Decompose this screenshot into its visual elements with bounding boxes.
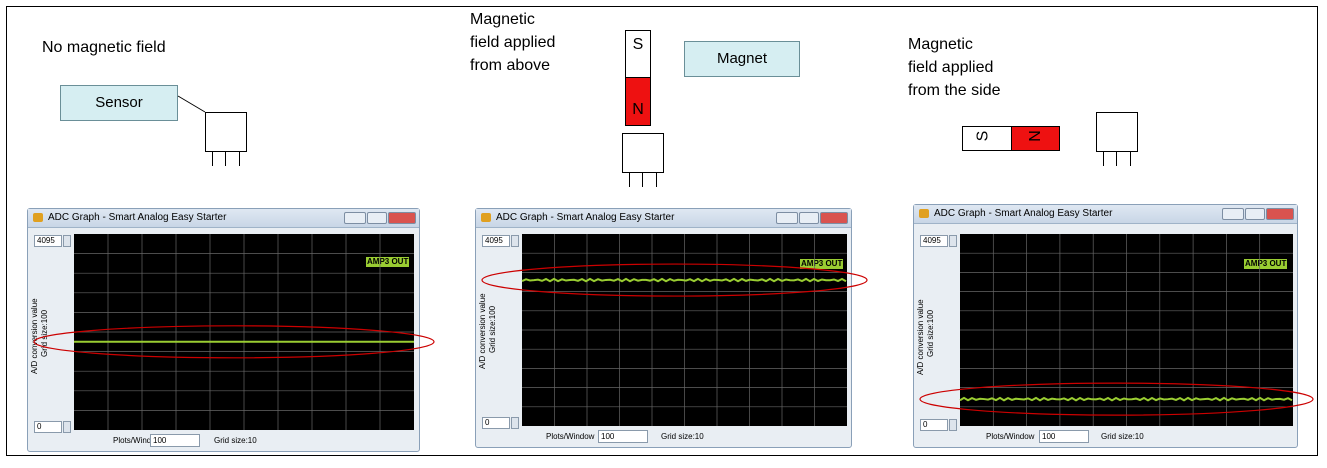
sensor-callout: Sensor [60, 85, 178, 121]
magnet-callout: Magnet [684, 41, 800, 77]
label-no-field: No magnetic field [42, 39, 166, 56]
window-title: ADC Graph - Smart Analog Easy Starter [48, 212, 227, 223]
ymax-spinner[interactable] [511, 235, 519, 247]
label-above: Magnetic field applied from above [470, 11, 556, 74]
ymax-spinner[interactable] [949, 235, 957, 247]
highlight-ellipse-1 [33, 325, 435, 359]
side-magnet-north: N [1012, 126, 1060, 151]
sensor-chip-2 [622, 133, 664, 173]
ymax-spinner[interactable] [63, 235, 71, 247]
maximize-button[interactable] [1245, 208, 1265, 220]
plot-grid-3 [960, 234, 1293, 426]
ymin-input[interactable]: 0 [34, 421, 62, 433]
ymin-spinner[interactable] [949, 419, 957, 431]
close-button[interactable] [1266, 208, 1294, 220]
window-title: ADC Graph - Smart Analog Easy Starter [496, 212, 675, 223]
plots-select[interactable]: 100 [1039, 430, 1089, 443]
ymax-input[interactable]: 4095 [34, 235, 62, 247]
figure-frame [6, 6, 1318, 456]
adc-trace-3 [959, 396, 1293, 402]
magnet-north-pole: N [625, 78, 651, 126]
sensor-chip-1 [205, 112, 247, 152]
minimize-button[interactable] [344, 212, 366, 224]
ymin-input[interactable]: 0 [920, 419, 948, 431]
ymin-spinner[interactable] [63, 421, 71, 433]
ymin-input[interactable]: 0 [482, 417, 510, 429]
highlight-ellipse-3 [919, 382, 1314, 416]
plot-grid-2 [522, 234, 847, 426]
series-label: AMP3 OUT [1244, 259, 1288, 269]
sensor-chip-3 [1096, 112, 1138, 152]
plot-grid-1 [74, 234, 414, 430]
ymin-spinner[interactable] [511, 417, 519, 429]
maximize-button[interactable] [799, 212, 819, 224]
maximize-button[interactable] [367, 212, 387, 224]
plots-select[interactable]: 100 [598, 430, 648, 443]
close-button[interactable] [820, 212, 848, 224]
magnet-south-pole: S [625, 30, 651, 78]
minimize-button[interactable] [776, 212, 798, 224]
x-grid-label: Grid size:10 [1101, 432, 1144, 441]
app-icon [481, 213, 491, 222]
minimize-button[interactable] [1222, 208, 1244, 220]
highlight-ellipse-2 [481, 263, 868, 297]
x-grid-label: Grid size:10 [661, 432, 704, 441]
plots-window-label: Plots/Window [986, 432, 1035, 441]
app-icon [919, 209, 929, 218]
plots-window-label: Plots/Window [546, 432, 595, 441]
app-icon [33, 213, 43, 222]
adc-trace-2 [521, 277, 847, 283]
ymax-input[interactable]: 4095 [920, 235, 948, 247]
x-grid-label: Grid size:10 [214, 436, 257, 445]
close-button[interactable] [388, 212, 416, 224]
side-magnet-south: S [962, 126, 1012, 151]
label-side: Magnetic field applied from the side [908, 36, 1001, 99]
ymax-input[interactable]: 4095 [482, 235, 510, 247]
series-label: AMP3 OUT [800, 259, 844, 269]
window-title: ADC Graph - Smart Analog Easy Starter [934, 208, 1113, 219]
plots-select[interactable]: 100 [150, 434, 200, 447]
plots-window-label: Plots/Window [113, 436, 162, 445]
series-label: AMP3 OUT [366, 257, 410, 267]
